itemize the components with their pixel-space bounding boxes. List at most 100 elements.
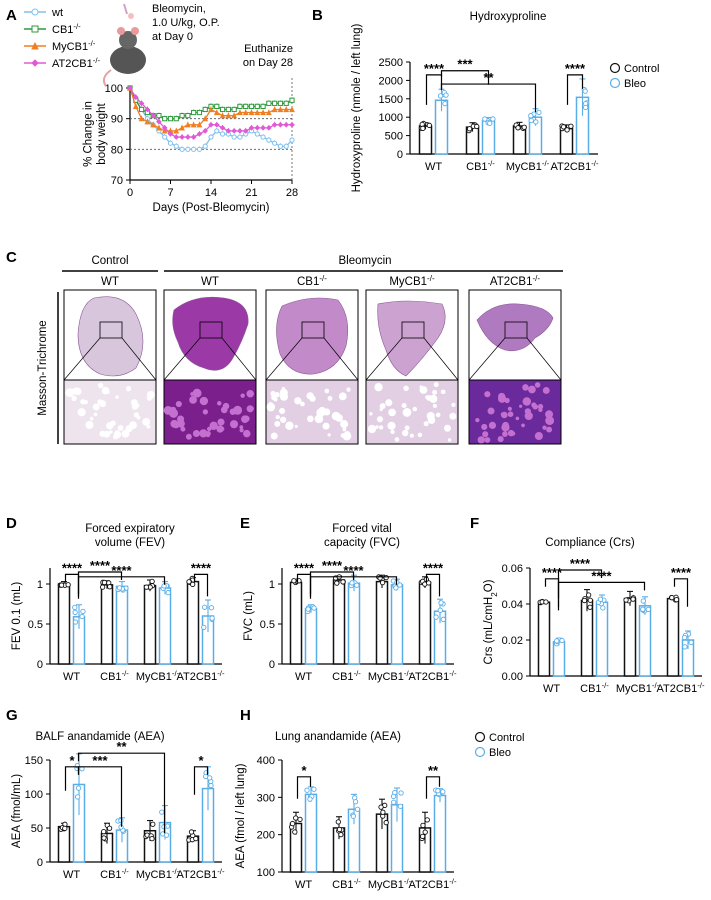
data-point [254, 125, 261, 131]
legend-marker [31, 8, 39, 16]
zoom-box [301, 321, 325, 339]
x-tick-label: MyCB1-/- [136, 867, 180, 882]
significance-label: * [198, 753, 204, 768]
tissue-texture [324, 388, 330, 394]
data-point [191, 109, 197, 116]
y-tick-label: 0.02 [502, 635, 523, 647]
tissue-texture [270, 432, 278, 440]
data-point [99, 584, 106, 590]
y-tick-label: 0 [37, 857, 43, 869]
significance-label: **** [90, 558, 111, 573]
panel-letter-E: E [240, 515, 250, 532]
tissue-texture [542, 387, 550, 394]
tissue-texture [85, 420, 94, 429]
data-point [311, 605, 317, 611]
tissue-texture [300, 401, 305, 407]
y-tick-label: 0 [397, 149, 403, 161]
tissue-texture [80, 399, 86, 405]
lung-tissue [377, 300, 446, 377]
panel-b-chart: Hydroxyproline 0 500 1000 1500 2000 2500 Hydrox… [351, 11, 659, 192]
data-point [231, 134, 237, 140]
bar [552, 641, 566, 677]
tissue-texture [217, 401, 222, 406]
data-point [482, 116, 488, 122]
data-point [466, 126, 473, 132]
tissue-texture [239, 428, 244, 433]
tissue-texture [426, 395, 432, 401]
bar [57, 825, 71, 863]
tissue-texture [185, 433, 192, 440]
tissue-texture [542, 425, 547, 430]
bar [481, 120, 496, 155]
data-point [208, 605, 215, 611]
data-point [289, 106, 295, 113]
tissue-texture [275, 414, 280, 420]
data-point [490, 116, 496, 122]
data-point [397, 803, 404, 809]
y-tick-label: 2500 [379, 57, 403, 69]
lung-tissue [77, 296, 144, 377]
data-point [179, 113, 185, 119]
data-point [209, 615, 215, 621]
tissue-texture [369, 412, 373, 416]
tissue-texture [93, 412, 98, 417]
legend-marker [609, 77, 621, 89]
data-point [101, 579, 108, 586]
tissue-texture [77, 408, 86, 417]
data-point [173, 116, 179, 122]
data-point [536, 109, 542, 116]
x-tick-label: AT2CB1-/- [656, 681, 704, 696]
tissue-texture [338, 392, 347, 401]
data-point [640, 606, 646, 612]
y-tick-label: 100 [25, 789, 43, 801]
bar [158, 587, 172, 665]
tissue-texture [180, 426, 186, 432]
data-point [219, 131, 226, 137]
data-point [338, 831, 344, 838]
tissue-texture [316, 408, 326, 418]
data-point [433, 614, 439, 620]
tissue-texture [501, 423, 510, 432]
data-point [75, 785, 82, 791]
legend-marker [609, 62, 621, 74]
data-point [225, 106, 231, 113]
column-label: AT2CB1-/- [490, 274, 541, 289]
significance-label: **** [322, 558, 343, 573]
tissue-texture [278, 407, 286, 415]
data-point [292, 829, 298, 835]
data-point [442, 100, 448, 107]
tissue-texture [515, 416, 520, 421]
tissue-texture [229, 408, 237, 415]
data-point [58, 582, 65, 588]
data-point [208, 106, 214, 113]
zoom-line [526, 337, 562, 381]
stain-label: Masson-Trichrome [37, 320, 49, 415]
data-point [305, 606, 311, 612]
legend-label: AT2CB1-/- [52, 56, 100, 71]
data-point [132, 103, 139, 109]
tissue-texture [89, 416, 94, 421]
data-point [420, 125, 426, 131]
tissue-texture [241, 415, 249, 423]
data-point [260, 125, 266, 131]
data-point [248, 103, 255, 110]
panel-letter-A: A [6, 7, 17, 24]
data-point [265, 109, 272, 116]
group-label-bleomycin: Bleomycin [338, 255, 391, 267]
significance-label: **** [191, 560, 212, 575]
x-axis-label: Days (Post-Bleomycin) [153, 202, 270, 214]
chart-title: BALF anandamide (AEA) [35, 731, 164, 743]
tissue-texture [273, 397, 278, 402]
legend-label: Control [624, 63, 659, 75]
tissue-texture [109, 430, 113, 434]
data-point [213, 109, 220, 116]
panel-letter-D: D [6, 515, 17, 532]
significance-label: **** [570, 556, 591, 571]
data-point [420, 822, 426, 829]
tissue-texture [175, 400, 182, 408]
chart-title: Forced expiratory volume (FEV) [85, 523, 175, 549]
bar [115, 585, 129, 665]
group-label-control: Control [91, 255, 128, 267]
tissue-texture [342, 431, 352, 441]
